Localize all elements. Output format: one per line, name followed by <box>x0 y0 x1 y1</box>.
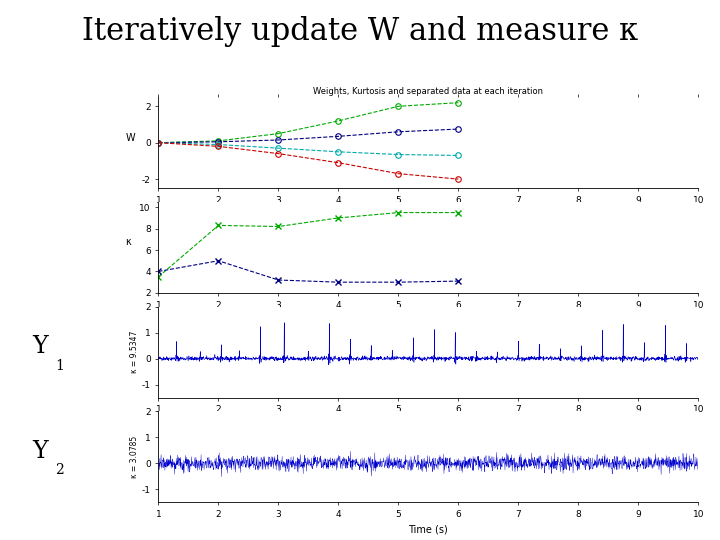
Y-axis label: W: W <box>126 133 135 143</box>
Text: 1: 1 <box>55 359 64 373</box>
Text: 2: 2 <box>55 463 64 477</box>
Title: Weights, Kurtosis and separated data at each iteration: Weights, Kurtosis and separated data at … <box>313 87 544 97</box>
Text: Y: Y <box>32 440 48 463</box>
Y-axis label: κ = 3.0785: κ = 3.0785 <box>130 436 139 478</box>
Text: Iteratively update W and measure κ: Iteratively update W and measure κ <box>82 16 638 47</box>
Y-axis label: κ = 9.5347: κ = 9.5347 <box>130 331 139 373</box>
Y-axis label: κ: κ <box>125 238 131 247</box>
X-axis label: Number of itermations (/50): Number of itermations (/50) <box>369 312 487 321</box>
X-axis label: Time (s): Time (s) <box>408 524 449 535</box>
Text: Y: Y <box>32 335 48 358</box>
